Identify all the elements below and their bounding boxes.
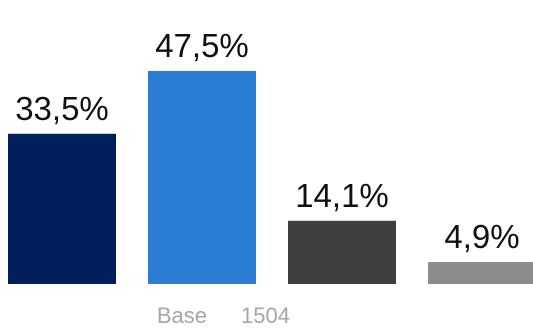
data-label-2: 47,5% [155,27,249,64]
bar-4 [428,262,533,284]
bars-layer [8,71,533,284]
data-label-1: 33,5% [15,90,109,127]
bar-3 [288,220,396,284]
bar-2 [148,71,256,284]
data-label-3: 14,1% [295,177,389,214]
data-label-4: 4,9% [444,218,519,255]
bar-1 [8,133,116,284]
value-labels-layer: 33,5% 47,5% 14,1% 4,9% [15,27,519,255]
base-value: 1504 [241,303,290,328]
base-label: Base [157,303,207,328]
